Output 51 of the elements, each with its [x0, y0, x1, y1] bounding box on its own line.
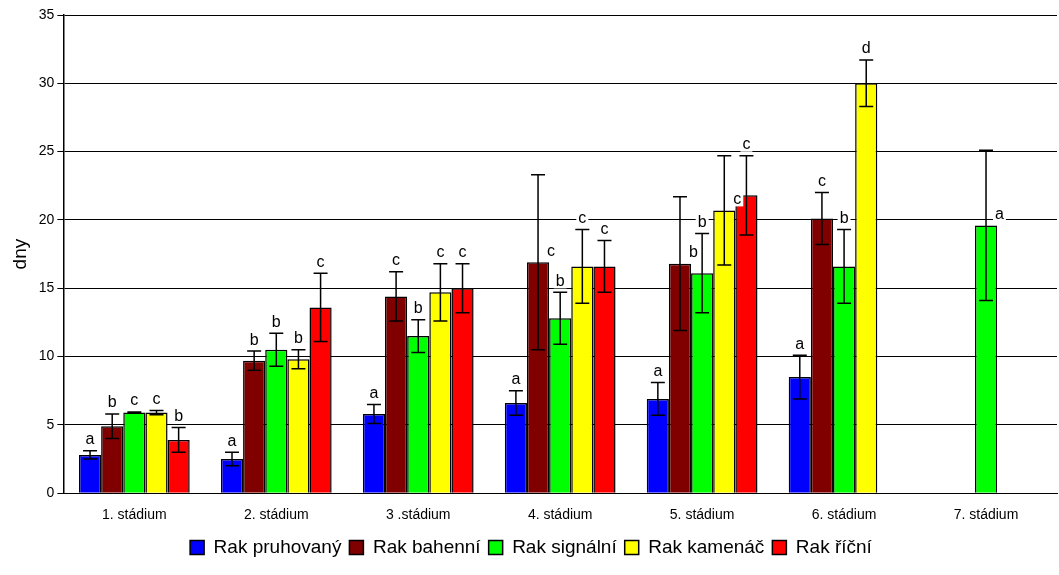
data-label: c: [436, 243, 445, 261]
legend-label: Rak signální: [512, 535, 618, 557]
data-label: a: [795, 334, 805, 352]
data-label: b: [293, 329, 303, 347]
data-label: a: [995, 204, 1005, 222]
data-label: c: [458, 243, 467, 261]
data-label: c: [817, 172, 826, 190]
legend-label: Rak pruhovaný: [213, 535, 342, 557]
legend-label: Rak kamenáč: [648, 535, 765, 557]
y-axis-title: dny: [8, 238, 30, 270]
x-tick-label: 3 .stádium: [385, 506, 451, 523]
data-label: a: [653, 361, 663, 379]
data-label: b: [174, 407, 184, 425]
y-tick-label: 15: [38, 279, 55, 296]
legend-label: Rak bahenní: [372, 535, 482, 557]
data-label: b: [839, 208, 849, 226]
data-label: b: [697, 213, 707, 231]
y-tick-label: 5: [46, 415, 55, 432]
x-tick-label: 4. stádium: [527, 506, 593, 523]
y-tick-label: 10: [38, 347, 55, 364]
data-label: c: [152, 389, 161, 407]
data-label: c: [316, 252, 325, 270]
x-tick-label: 1. stádium: [102, 506, 167, 523]
x-tick-label: 2. stádium: [244, 506, 309, 523]
x-tick-label: 6. stádium: [811, 506, 877, 523]
y-tick-label: 0: [46, 484, 55, 501]
data-label: c: [547, 241, 556, 259]
y-tick-label: 25: [38, 142, 55, 159]
x-tick-label: 5. stádium: [669, 506, 735, 523]
y-tick-label: 20: [38, 210, 55, 227]
data-label: b: [107, 393, 117, 411]
data-label: c: [600, 219, 609, 237]
data-label: c: [392, 251, 401, 269]
data-label: b: [555, 271, 565, 289]
data-label: b: [688, 243, 698, 261]
data-label: a: [227, 431, 237, 449]
y-tick-label: 30: [38, 74, 55, 91]
legend-label: Rak říční: [795, 535, 873, 557]
data-label: c: [742, 135, 751, 153]
data-label: c: [733, 189, 742, 207]
data-label: a: [369, 383, 379, 401]
data-label: d: [861, 39, 871, 57]
x-tick-label: 7. stádium: [953, 506, 1019, 523]
data-label: a: [85, 430, 95, 448]
data-label: b: [271, 312, 281, 330]
data-label: c: [578, 208, 587, 226]
data-label: b: [413, 299, 423, 317]
data-label: a: [511, 370, 521, 388]
data-label: b: [249, 330, 259, 348]
y-tick-label: 35: [38, 5, 55, 22]
data-label: c: [130, 391, 139, 409]
